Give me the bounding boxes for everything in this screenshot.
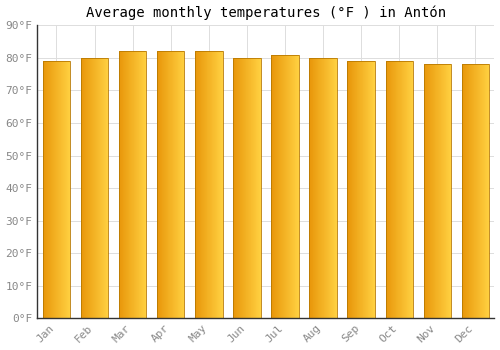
Bar [462, 64, 489, 318]
Bar [195, 51, 222, 318]
Title: Average monthly temperatures (°F ) in Antón: Average monthly temperatures (°F ) in An… [86, 6, 446, 20]
Bar [424, 64, 451, 318]
Bar [272, 55, 298, 318]
Bar [310, 58, 337, 318]
Bar [157, 51, 184, 318]
Bar [233, 58, 260, 318]
Bar [386, 61, 413, 318]
Bar [42, 61, 70, 318]
Bar [348, 61, 375, 318]
Bar [81, 58, 108, 318]
Bar [119, 51, 146, 318]
